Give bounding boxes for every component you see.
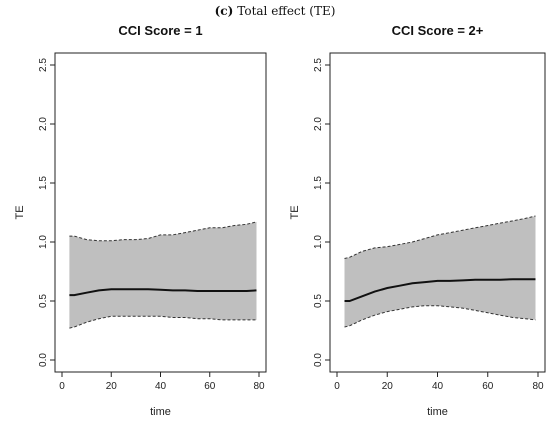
x-tick-label: 60 bbox=[482, 381, 494, 392]
confidence-band bbox=[69, 221, 257, 329]
y-tick-label: 2.5 bbox=[313, 58, 324, 72]
y-tick-label: 0.0 bbox=[313, 353, 324, 367]
panel-title: CCI Score = 2+ bbox=[392, 23, 484, 38]
lower-bound-line bbox=[344, 305, 536, 328]
x-axis-label: time bbox=[427, 406, 448, 418]
upper-bound-line bbox=[344, 215, 536, 259]
x-tick-label: 80 bbox=[532, 381, 544, 392]
y-tick-label: 2.0 bbox=[38, 117, 49, 131]
plot-frame bbox=[54, 52, 267, 373]
y-axis-label: TE bbox=[14, 205, 26, 219]
y-tick-label: 0.5 bbox=[313, 294, 324, 308]
x-tick-label: 20 bbox=[106, 381, 118, 392]
x-tick-label: 80 bbox=[253, 381, 265, 392]
y-tick-label: 1.0 bbox=[38, 235, 49, 249]
y-tick-label: 0.0 bbox=[38, 353, 49, 367]
figure-title: (c) Total effect (TE) bbox=[215, 4, 336, 18]
y-axis-label: TE bbox=[289, 205, 301, 219]
panel-title: CCI Score = 1 bbox=[118, 23, 202, 38]
panel-cci-2plus: CCI Score = 2+ 0 20 40 60 80 0.0 0.5 1.0 1.5 2.0 2.… bbox=[289, 23, 546, 418]
panel-cci-1: CCI Score = 1 0 20 40 60 80 0.0 0.5 1.0 1.5 2.0 2.5… bbox=[14, 23, 267, 418]
y-tick-label: 2.5 bbox=[38, 58, 49, 72]
x-axis-label: time bbox=[150, 406, 171, 418]
x-tick-label: 0 bbox=[59, 381, 65, 392]
y-tick-label: 1.0 bbox=[313, 235, 324, 249]
x-tick-label: 40 bbox=[432, 381, 444, 392]
upper-bound-line bbox=[69, 221, 257, 242]
x-tick-label: 20 bbox=[382, 381, 394, 392]
estimate-line bbox=[69, 288, 257, 297]
y-tick-label: 1.5 bbox=[38, 176, 49, 190]
x-tick-label: 0 bbox=[334, 381, 340, 392]
plot-frame bbox=[329, 52, 546, 373]
x-tick-label: 40 bbox=[155, 381, 167, 392]
confidence-band bbox=[344, 216, 536, 327]
x-tick-label: 60 bbox=[204, 381, 216, 392]
y-tick-label: 1.5 bbox=[313, 176, 324, 190]
lower-bound-line bbox=[69, 315, 257, 329]
figure-label: (c) bbox=[215, 4, 234, 18]
estimate-line bbox=[344, 278, 536, 302]
y-tick-label: 2.0 bbox=[313, 117, 324, 131]
figure-title-text: Total effect (TE) bbox=[237, 4, 335, 18]
y-tick-label: 0.5 bbox=[38, 294, 49, 308]
